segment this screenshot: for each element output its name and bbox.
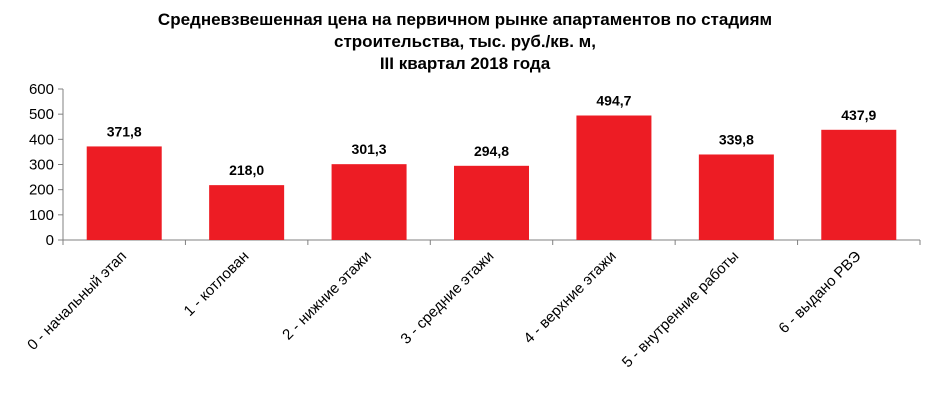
- chart-title-line: III квартал 2018 года: [380, 54, 551, 73]
- bars: [86, 115, 897, 240]
- category-label-2: 2 - нижние этажи: [279, 248, 375, 344]
- data-label-1: 218,0: [229, 162, 264, 178]
- category-label-3: 3 - средние этажи: [397, 248, 497, 348]
- data-label-4: 494,7: [596, 93, 631, 109]
- data-label-0: 371,8: [107, 123, 142, 139]
- data-label-5: 339,8: [719, 131, 754, 147]
- chart-title: Средневзвешенная цена на первичном рынке…: [158, 10, 772, 73]
- y-tick-label: 100: [29, 207, 54, 224]
- bar-0: [86, 146, 162, 240]
- bar-6: [821, 129, 897, 240]
- y-tick-label: 600: [29, 81, 54, 98]
- data-labels: 371,8 218,0 301,3 294,8 494,7 339,8 437,9: [107, 93, 877, 179]
- category-label-0: 0 - начальный этап: [24, 248, 130, 354]
- bar-1: [209, 185, 285, 240]
- chart-title-line: строительства, тыс. руб./кв. м,: [334, 32, 596, 51]
- y-tick-label: 0: [46, 232, 54, 249]
- bar-2: [331, 164, 407, 240]
- bar-3: [454, 165, 529, 240]
- y-axis-ticks: 0 100 200 300 400 500 600: [29, 81, 63, 249]
- data-label-3: 294,8: [474, 143, 509, 159]
- data-label-6: 437,9: [841, 107, 876, 123]
- category-label-5: 5 - внутренние работы: [619, 248, 742, 371]
- x-axis-category-labels: 0 - начальный этап 1 - котлован 2 - нижние…: [24, 240, 921, 371]
- y-tick-label: 500: [29, 106, 54, 123]
- y-tick-label: 400: [29, 131, 54, 148]
- bar-5: [698, 154, 774, 240]
- category-label-1: 1 - котлован: [181, 248, 253, 320]
- bar-4: [576, 115, 652, 240]
- chart-title-line: Средневзвешенная цена на первичном рынке…: [158, 10, 772, 29]
- data-label-2: 301,3: [352, 141, 387, 157]
- category-label-6: 6 - выдано РВЭ: [775, 248, 864, 337]
- category-label-4: 4 - верхние этажи: [520, 248, 619, 347]
- y-tick-label: 200: [29, 182, 54, 199]
- y-tick-label: 300: [29, 157, 54, 174]
